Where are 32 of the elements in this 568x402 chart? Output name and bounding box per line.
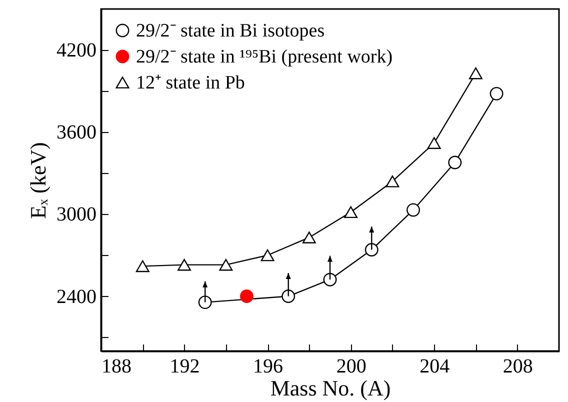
- point: [136, 260, 150, 272]
- point: [178, 258, 191, 271]
- point: [490, 86, 504, 100]
- y-tick-label: 4200: [56, 40, 96, 62]
- x-tick-label: 192: [170, 356, 200, 378]
- point: [469, 67, 482, 80]
- point: [427, 137, 441, 149]
- legend-label: 29/2⁻ state in Bi isotopes: [136, 20, 325, 42]
- point: [448, 156, 462, 170]
- point: [240, 290, 254, 303]
- point: [260, 249, 274, 262]
- y-axis-title: Eₓ (keV): [26, 142, 50, 219]
- point: [282, 290, 296, 303]
- point: [302, 232, 316, 244]
- legend-label: 12⁺ state in Pb: [136, 72, 245, 94]
- point: [198, 296, 212, 310]
- y-tick-label: 3000: [56, 204, 96, 226]
- point: [364, 243, 378, 256]
- point: [386, 175, 400, 188]
- point: [323, 272, 337, 286]
- x-tick-label: 188: [102, 356, 132, 378]
- point: [406, 203, 420, 217]
- point: [219, 258, 233, 271]
- legend-label: 29/2⁻ state in ¹⁹⁵Bi (present work): [136, 46, 393, 68]
- x-tick-label: 208: [502, 356, 533, 378]
- point: [344, 206, 358, 218]
- x-tick-label: 200: [336, 356, 366, 378]
- x-axis-title: Mass No. (A): [270, 376, 391, 400]
- y-tick-label: 3600: [56, 122, 96, 144]
- y-tick-label: 2400: [56, 286, 96, 308]
- x-tick-label: 196: [253, 356, 284, 378]
- x-tick-label: 204: [420, 356, 450, 378]
